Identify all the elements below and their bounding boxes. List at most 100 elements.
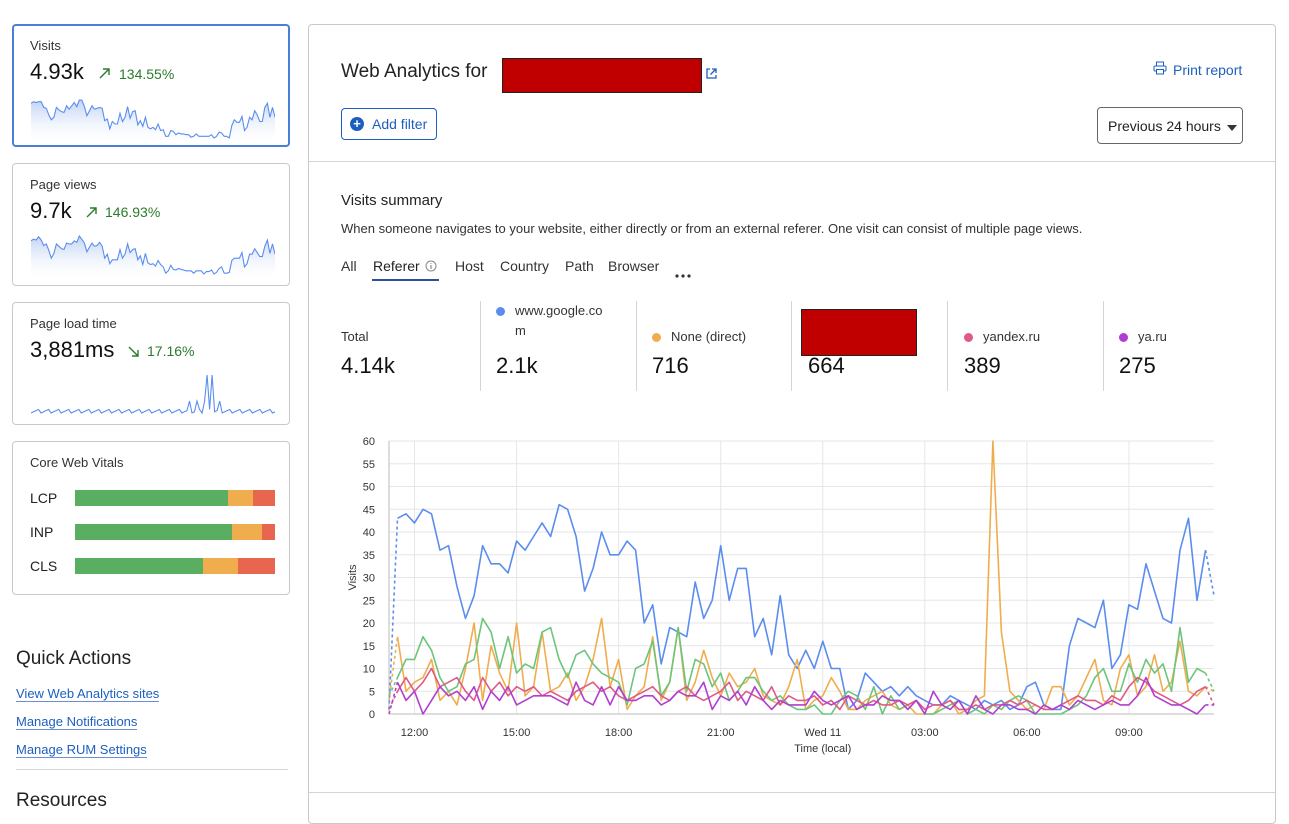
print-report-button[interactable]: Print report [1153, 61, 1242, 78]
divider [16, 769, 288, 770]
cwv-improve-segment [232, 524, 262, 540]
quick-actions-title: Quick Actions [16, 648, 132, 669]
stat-google[interactable]: www.google.co m 2.1k [496, 301, 626, 378]
series-dot-icon [964, 333, 973, 342]
x-tick-label: 21:00 [707, 727, 735, 739]
external-link-icon[interactable] [705, 67, 718, 85]
series-line-4[interactable] [396, 676, 1207, 715]
plus-circle-icon: + [350, 117, 364, 131]
tab-host[interactable]: Host [455, 258, 484, 274]
divider [480, 301, 481, 391]
series-line-partial [1204, 550, 1215, 596]
stat-yaru[interactable]: ya.ru 275 [1119, 301, 1249, 378]
cwv-poor-segment [238, 558, 275, 574]
y-tick-label: 40 [363, 527, 375, 539]
visits-value: 4.93k [30, 59, 84, 84]
stat-redacted-value: 664 [808, 353, 845, 378]
trend-up-icon [98, 66, 112, 85]
manage-rum-settings-link[interactable]: Manage RUM Settings [16, 742, 147, 758]
cwv-good-segment [75, 524, 232, 540]
y-tick-label: 0 [369, 709, 375, 721]
tab-country[interactable]: Country [500, 258, 550, 274]
series-line-3[interactable] [396, 667, 1206, 711]
page-title: Web Analytics for [341, 61, 488, 82]
visits-card[interactable]: Visits 4.93k 134.55% [12, 24, 290, 147]
y-tick-label: 10 [363, 664, 375, 676]
visits-summary-description: When someone navigates to your website, … [341, 221, 1083, 236]
tab-browser[interactable]: Browser [608, 258, 660, 274]
trend-up-icon [85, 205, 99, 224]
y-tick-label: 35 [363, 550, 375, 562]
pageviews-change: 146.93% [105, 204, 161, 220]
stat-yandex[interactable]: yandex.ru 389 [964, 301, 1094, 378]
view-web-analytics-sites-link[interactable]: View Web Analytics sites [16, 686, 160, 702]
sparkline-area [31, 236, 275, 278]
y-axis-title: Visits [347, 564, 359, 591]
visits-line-chart[interactable]: 0 5 10 15 20 25 30 35 40 45 50 55 60 12:00 15:00 18:00 2… [337, 430, 1237, 765]
tab-referer[interactable]: Referer [373, 258, 420, 274]
stat-total-value: 4.14k [341, 353, 395, 378]
sparkline-area [31, 100, 275, 142]
stat-direct-label: None (direct) [671, 329, 747, 344]
trend-down-icon [127, 345, 141, 364]
series-line-partial [1205, 685, 1215, 693]
divider [1103, 301, 1104, 391]
cwv-cls-bar [75, 558, 275, 574]
time-range-value: Previous 24 hours [1108, 117, 1221, 134]
x-tick-label: 18:00 [605, 727, 633, 739]
stat-google-value: 2.1k [496, 353, 538, 378]
stat-yandex-label: yandex.ru [983, 329, 1041, 344]
y-tick-label: 15 [363, 641, 375, 653]
y-tick-label: 60 [363, 436, 375, 448]
stat-yaru-label: ya.ru [1138, 329, 1167, 344]
tab-path[interactable]: Path [565, 258, 594, 274]
analytics-panel: Web Analytics for Print report + Add fil… [308, 24, 1276, 824]
cwv-inp-label: INP [30, 524, 54, 540]
visits-change: 134.55% [119, 66, 175, 82]
loadtime-card[interactable]: Page load time 3,881ms 17.16% [12, 302, 290, 425]
y-tick-label: 25 [363, 595, 375, 607]
sparkline-line [31, 234, 275, 275]
printer-icon [1153, 61, 1167, 78]
stat-direct[interactable]: None (direct) 716 [652, 301, 782, 378]
stat-total[interactable]: Total 4.14k [341, 301, 471, 378]
visits-label: Visits [30, 38, 61, 53]
cwv-card[interactable]: Core Web Vitals LCP INP CLS [12, 441, 290, 595]
series-line-0[interactable] [397, 503, 1207, 711]
time-range-select[interactable]: Previous 24 hours [1097, 107, 1243, 144]
y-tick-label: 55 [363, 459, 375, 471]
x-tick-label: 03:00 [911, 727, 939, 739]
series-line-partial [388, 636, 399, 701]
more-options-icon[interactable] [675, 265, 691, 283]
manage-notifications-link[interactable]: Manage Notifications [16, 714, 138, 730]
cwv-cls-label: CLS [30, 558, 58, 574]
add-filter-button[interactable]: + Add filter [341, 108, 437, 140]
caret-down-icon [1226, 118, 1237, 134]
divider [636, 301, 637, 391]
y-tick-label: 50 [363, 482, 375, 494]
stat-google-label: www.google.co m [515, 303, 603, 338]
pageviews-card[interactable]: Page views 9.7k 146.93% [12, 163, 290, 286]
cwv-improve-segment [203, 558, 238, 574]
series-dot-icon [652, 333, 661, 342]
add-filter-label: Add filter [372, 116, 428, 132]
series-dot-icon [1119, 333, 1128, 342]
loadtime-value: 3,881ms [30, 337, 115, 362]
cwv-good-segment [75, 490, 228, 506]
redacted-referer-name [801, 309, 917, 356]
divider [309, 161, 1275, 162]
stat-direct-value: 716 [652, 353, 689, 378]
cwv-lcp-bar [75, 490, 275, 506]
info-icon[interactable] [425, 259, 437, 277]
tab-all[interactable]: All [341, 258, 357, 274]
series-line-partial [1204, 686, 1215, 706]
sparkline-line [31, 374, 275, 415]
sparkline-line [31, 99, 275, 139]
stat-yaru-value: 275 [1119, 353, 1156, 378]
stat-yandex-value: 389 [964, 353, 1001, 378]
visits-summary-title: Visits summary [341, 192, 443, 209]
active-tab-underline [372, 279, 439, 281]
stat-total-label: Total [341, 329, 369, 344]
y-tick-label: 20 [363, 618, 375, 630]
divider [309, 792, 1275, 793]
